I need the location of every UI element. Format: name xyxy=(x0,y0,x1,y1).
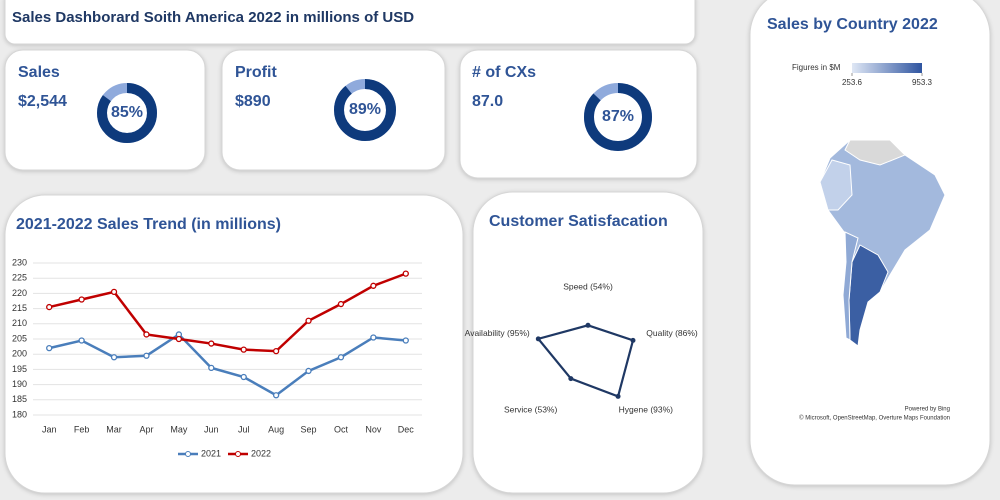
radar-label: Speed (54%) xyxy=(563,281,613,291)
marker xyxy=(337,354,345,361)
x-tick-label: Mar xyxy=(106,424,122,434)
chart-title: Customer Satisfacation xyxy=(489,213,668,230)
marker xyxy=(208,364,215,372)
x-tick-label: Jul xyxy=(238,424,250,434)
marker xyxy=(143,352,150,359)
y-tick-label: 210 xyxy=(12,318,27,328)
colorbar-label: 253.6 xyxy=(842,78,863,87)
marker xyxy=(110,354,118,361)
country xyxy=(842,231,859,341)
country xyxy=(844,139,906,166)
colorbar xyxy=(852,63,922,73)
marker xyxy=(305,367,312,375)
legend-marker xyxy=(185,451,191,457)
y-tick-label: 200 xyxy=(12,349,27,359)
header-card xyxy=(4,0,696,45)
marker xyxy=(208,340,215,347)
trend-card xyxy=(4,194,464,494)
country xyxy=(819,159,853,211)
x-tick-label: Nov xyxy=(365,424,382,434)
marker xyxy=(78,296,85,303)
radar-label: Service (53%) xyxy=(504,404,558,414)
legend-label: 2022 xyxy=(251,448,271,458)
kpi-value: $2,544 xyxy=(18,93,67,110)
marker xyxy=(46,303,53,311)
y-tick-label: 185 xyxy=(12,394,27,404)
x-tick-label: Oct xyxy=(334,424,349,434)
marker xyxy=(272,392,280,399)
donut-value xyxy=(97,83,157,143)
colorbar-label: 953.3 xyxy=(912,78,933,87)
x-tick-label: May xyxy=(170,424,188,434)
marker xyxy=(78,337,85,344)
marker xyxy=(240,346,247,353)
x-tick-label: Jun xyxy=(204,424,219,434)
marker xyxy=(370,282,377,289)
kpi-label: # of CXs xyxy=(472,64,536,81)
y-tick-label: 230 xyxy=(12,257,27,267)
marker xyxy=(46,344,53,352)
marker xyxy=(402,337,409,344)
radar-point xyxy=(535,336,541,342)
x-tick-label: Aug xyxy=(268,424,284,434)
donut-label: 89% xyxy=(349,101,381,118)
radar-card xyxy=(472,191,704,494)
y-tick-label: 220 xyxy=(12,288,27,298)
kpi-value: 87.0 xyxy=(472,93,503,110)
donut-value xyxy=(584,83,652,151)
marker xyxy=(305,317,312,324)
y-tick-label: 190 xyxy=(12,379,27,389)
marker xyxy=(337,300,345,308)
radar-point xyxy=(568,376,574,382)
kpi-label: Profit xyxy=(235,64,277,81)
donut-label: 87% xyxy=(602,108,634,125)
map-credit: Powered by Bing xyxy=(905,407,950,413)
y-tick-label: 180 xyxy=(12,409,27,419)
donut-value xyxy=(334,79,396,141)
marker xyxy=(272,348,280,355)
x-tick-label: Jan xyxy=(42,424,57,434)
y-tick-label: 225 xyxy=(12,273,27,283)
radar-label: Hygene (93%) xyxy=(619,404,674,414)
map-attribution: © Microsoft, OpenStreetMap, Overture Map… xyxy=(799,415,950,422)
kpi-label: Sales xyxy=(18,64,60,81)
marker xyxy=(110,288,118,296)
radar-point xyxy=(585,322,591,328)
y-tick-label: 195 xyxy=(12,364,27,374)
legend-title: Figures in $M xyxy=(792,63,841,72)
chart-title: 2021-2022 Sales Trend (in millions) xyxy=(16,216,281,233)
kpi-card xyxy=(221,49,446,171)
line xyxy=(48,272,407,353)
x-tick-label: Apr xyxy=(139,424,153,434)
radar-label: Quality (86%) xyxy=(646,328,698,338)
marker xyxy=(370,334,377,341)
kpi-card xyxy=(459,49,698,179)
map xyxy=(819,139,946,347)
marker xyxy=(175,335,183,343)
marker xyxy=(240,373,247,381)
x-tick-label: Dec xyxy=(398,424,415,434)
marker xyxy=(402,270,409,277)
chart-title: Sales by Country 2022 xyxy=(767,16,938,33)
legend-marker xyxy=(235,451,241,457)
dashboard-title: Sales Dashborard Soith America 2022 in m… xyxy=(12,9,414,26)
radar-point xyxy=(630,337,636,343)
radar-label: Availability (95%) xyxy=(465,328,530,338)
marker xyxy=(143,331,150,338)
x-tick-label: Feb xyxy=(74,424,90,434)
kpi-value: $890 xyxy=(235,93,271,110)
y-tick-label: 215 xyxy=(12,303,27,313)
line xyxy=(48,332,406,397)
y-tick-label: 205 xyxy=(12,333,27,343)
radar-point xyxy=(615,393,621,399)
donut-label: 85% xyxy=(111,104,143,121)
radar-line xyxy=(536,324,635,398)
x-tick-label: Sep xyxy=(301,424,317,434)
legend-label: 2021 xyxy=(201,448,221,458)
